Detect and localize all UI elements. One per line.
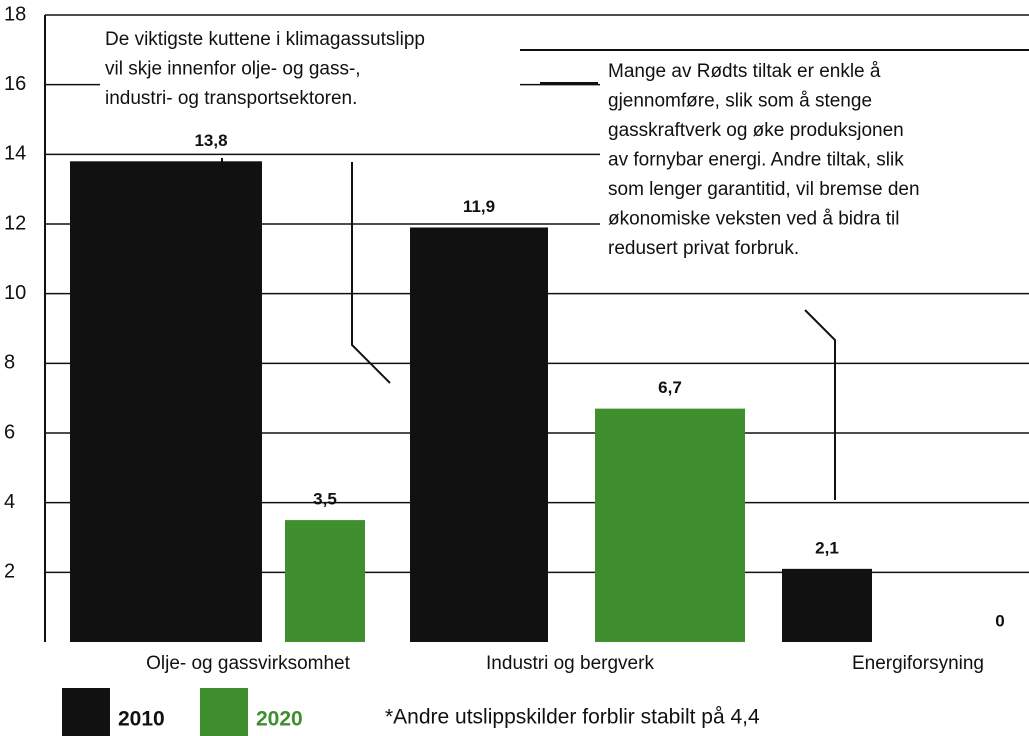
bar	[70, 161, 262, 642]
value-label: 6,7	[658, 378, 682, 397]
annotation: økonomiske veksten ved å bidra til	[608, 209, 899, 230]
x-tick-label: Industri og bergverk	[486, 653, 654, 674]
x-tick-label: Energiforsyning	[852, 653, 984, 674]
footnote: *Andre utslippskilder forblir stabilt på…	[385, 706, 760, 729]
leader-line	[352, 162, 390, 383]
bar	[782, 569, 872, 642]
y-tick-label: 8	[4, 352, 15, 374]
y-tick-label: 2	[4, 561, 15, 583]
y-tick-label: 16	[4, 73, 26, 95]
x-tick-label: Olje- og gassvirksomhet	[146, 653, 351, 674]
bar	[285, 520, 365, 642]
legend-label: 2020	[256, 708, 303, 731]
annotation: vil skje innenfor olje- og gass-,	[105, 59, 361, 80]
annotation: av fornybar energi. Andre tiltak, slik	[608, 150, 904, 171]
annotation: industri- og transportsektoren.	[105, 88, 357, 109]
leader-line	[805, 310, 835, 500]
annotation: som lenger garantitid, vil bremse den	[608, 179, 920, 200]
annotation: redusert privat forbruk.	[608, 238, 799, 259]
value-label: 2,1	[815, 538, 839, 557]
value-label: 11,9	[463, 197, 495, 216]
legend-swatch	[200, 688, 248, 736]
legend-label: 2010	[118, 708, 165, 731]
bar	[595, 409, 745, 642]
y-tick-label: 10	[4, 282, 26, 304]
y-tick-label: 6	[4, 421, 15, 443]
chart: 2 4 6 8 10 12 14 16 18 Olje- og gassvirksomhet 13,…	[0, 0, 1029, 736]
annotation: gasskraftverk og øke produksjonen	[608, 120, 904, 141]
annotation: gjennomføre, slik som å stenge	[608, 91, 872, 112]
value-label: 13,8	[194, 131, 227, 150]
y-tick-label: 4	[4, 491, 15, 513]
y-tick-label: 14	[4, 143, 26, 165]
value-label: 3,5	[313, 490, 337, 509]
y-tick-label: 12	[4, 212, 26, 234]
legend-swatch	[62, 688, 110, 736]
y-tick-label: 18	[4, 3, 26, 25]
annotation: Mange av Rødts tiltak er enkle å	[608, 61, 881, 82]
annotation: De viktigste kuttene i klimagassutslipp	[105, 29, 425, 50]
value-label: 0	[995, 611, 1004, 630]
bar	[410, 227, 548, 642]
